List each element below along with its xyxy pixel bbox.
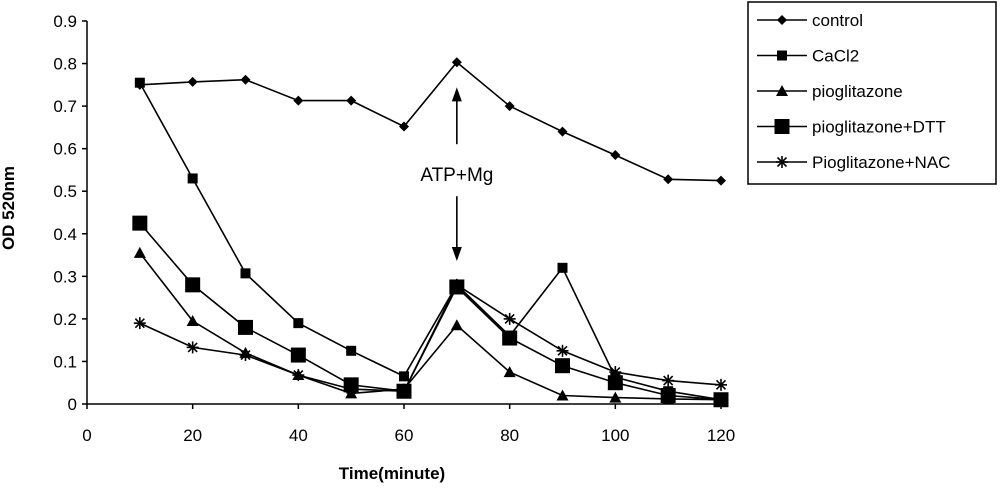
data-point-control bbox=[240, 74, 251, 85]
legend: control CaCl2 pioglitazone pioglitazone+DTT… bbox=[747, 1, 997, 185]
y-tick-label: 0.3 bbox=[53, 267, 77, 286]
data-point-cacl2 bbox=[240, 268, 251, 279]
x-tick-label: 100 bbox=[601, 426, 629, 445]
series-control bbox=[134, 57, 726, 186]
y-tick-label: 0 bbox=[68, 395, 77, 414]
legend-item-cacl2: CaCl2 bbox=[757, 47, 859, 66]
data-point-cacl2 bbox=[346, 345, 357, 356]
x-axis-title: Time(minute) bbox=[339, 464, 445, 483]
annotation-layer: ATP+Mg bbox=[420, 87, 493, 262]
x-tick-label: 40 bbox=[289, 426, 308, 445]
data-point-pioglitazone-nac bbox=[662, 374, 675, 387]
annotation-label: ATP+Mg bbox=[420, 165, 493, 186]
legend-item-control: control bbox=[757, 11, 863, 30]
x-tick-label: 120 bbox=[707, 426, 735, 445]
series-pioglitazone-dtt bbox=[132, 215, 729, 408]
y-tick-label: 0.5 bbox=[53, 182, 77, 201]
y-tick-label: 0.9 bbox=[53, 12, 77, 31]
legend-marker bbox=[776, 85, 788, 96]
y-axis-title: OD 520nm bbox=[0, 166, 18, 250]
data-point-pioglitazone-dtt bbox=[290, 347, 306, 363]
data-point-pioglitazone-nac bbox=[133, 317, 146, 330]
data-point-cacl2 bbox=[293, 318, 304, 329]
x-tick-label: 80 bbox=[500, 426, 519, 445]
annotation-arrow bbox=[451, 87, 462, 262]
series-pioglitazone bbox=[133, 246, 727, 405]
legend-label: pioglitazone bbox=[812, 82, 903, 101]
data-point-pioglitazone-dtt bbox=[607, 375, 623, 391]
data-point-pioglitazone-nac bbox=[556, 344, 569, 357]
legend-marker bbox=[777, 15, 787, 25]
legend-item-pioglitazone-dtt: pioglitazone+DTT bbox=[757, 118, 946, 137]
data-point-control bbox=[187, 76, 198, 87]
y-tick-label: 0.7 bbox=[53, 97, 77, 116]
y-tick-label: 0.1 bbox=[53, 352, 77, 371]
data-point-control bbox=[663, 174, 674, 185]
data-point-control bbox=[557, 126, 568, 137]
data-point-pioglitazone-nac bbox=[186, 341, 199, 354]
legend-label: control bbox=[812, 11, 863, 30]
data-point-cacl2 bbox=[134, 77, 145, 88]
data-point-cacl2 bbox=[399, 371, 409, 382]
legend-label: pioglitazone+DTT bbox=[812, 118, 946, 137]
x-tick-label: 20 bbox=[183, 426, 202, 445]
series-line-pioglitazone-nac bbox=[139, 283, 722, 393]
data-point-control bbox=[293, 95, 304, 106]
x-axis-ticks: 0 20 40 60 80 100 120 bbox=[82, 404, 735, 445]
series-line-cacl2 bbox=[139, 82, 722, 401]
data-point-pioglitazone-nac bbox=[450, 278, 463, 291]
data-point-pioglitazone-dtt bbox=[185, 277, 201, 293]
data-point-pioglitazone-dtt bbox=[502, 330, 518, 346]
legend-marker bbox=[776, 156, 788, 168]
data-point-pioglitazone-nac bbox=[503, 312, 516, 325]
y-tick-label: 0.8 bbox=[53, 55, 77, 74]
plot-area: 0 0.1 0.2 0.3 0.4 0.5 0.6 0.7 0.8 0.9 0 20 40 60 80 10… bbox=[53, 12, 735, 445]
series-layer bbox=[132, 57, 729, 408]
y-axis-ticks: 0 0.1 0.2 0.3 0.4 0.5 0.6 0.7 0.8 0.9 bbox=[53, 12, 87, 414]
data-point-pioglitazone-nac bbox=[609, 366, 622, 379]
series-cacl2 bbox=[134, 77, 726, 405]
data-point-pioglitazone bbox=[450, 319, 463, 331]
legend-label: Pioglitazone+NAC bbox=[812, 153, 950, 172]
y-tick-label: 0.6 bbox=[53, 140, 77, 159]
data-point-pioglitazone bbox=[503, 366, 516, 378]
data-point-control bbox=[504, 101, 515, 112]
data-point-pioglitazone-nac bbox=[715, 378, 727, 391]
data-point-pioglitazone-nac bbox=[345, 383, 358, 396]
data-point-control bbox=[399, 121, 409, 132]
x-tick-label: 60 bbox=[395, 426, 414, 445]
series-line-pioglitazone bbox=[139, 252, 722, 401]
legend-label: CaCl2 bbox=[812, 47, 859, 66]
data-point-pioglitazone bbox=[609, 391, 622, 403]
data-point-cacl2 bbox=[557, 262, 568, 273]
data-point-control bbox=[451, 57, 462, 68]
data-point-control bbox=[346, 95, 357, 106]
legend-box bbox=[747, 1, 997, 185]
data-point-pioglitazone-dtt bbox=[555, 358, 570, 374]
y-tick-label: 0.4 bbox=[53, 225, 77, 244]
data-point-pioglitazone-dtt bbox=[238, 319, 253, 335]
series-line-control bbox=[139, 61, 722, 182]
data-point-cacl2 bbox=[187, 173, 198, 184]
data-point-pioglitazone bbox=[186, 315, 199, 327]
data-point-pioglitazone-nac bbox=[239, 349, 252, 362]
data-point-pioglitazone-dtt bbox=[660, 387, 676, 403]
legend-item-pioglitazone: pioglitazone bbox=[757, 82, 903, 101]
x-tick-label: 0 bbox=[82, 426, 91, 445]
y-tick-label: 0.2 bbox=[53, 310, 77, 329]
data-point-control bbox=[716, 175, 726, 186]
data-point-pioglitazone-nac bbox=[292, 369, 305, 382]
data-point-pioglitazone-dtt bbox=[713, 392, 729, 408]
data-point-pioglitazone-dtt bbox=[132, 215, 148, 231]
data-point-pioglitazone bbox=[556, 389, 569, 401]
legend-item-pioglitazone-nac: Pioglitazone+NAC bbox=[757, 153, 950, 172]
data-point-pioglitazone bbox=[133, 246, 146, 258]
data-point-pioglitazone-nac bbox=[398, 385, 410, 398]
series-pioglitazone-nac bbox=[133, 278, 727, 398]
data-point-control bbox=[610, 150, 621, 161]
legend-marker bbox=[777, 50, 787, 61]
legend-marker bbox=[774, 119, 790, 134]
series-line-pioglitazone-dtt bbox=[139, 222, 722, 401]
